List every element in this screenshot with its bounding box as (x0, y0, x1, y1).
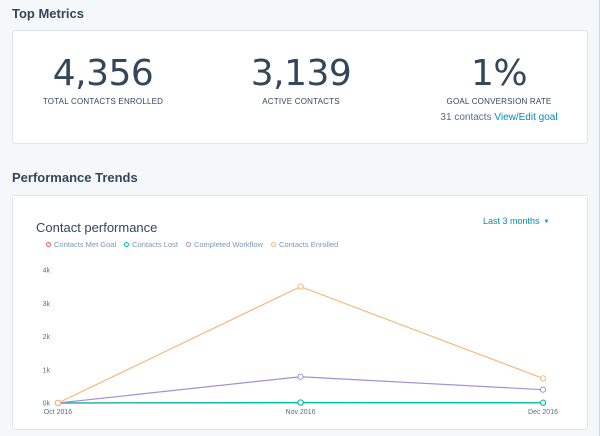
y-tick-label: 2k (43, 334, 51, 341)
view-edit-goal-link[interactable]: View/Edit goal (494, 112, 558, 123)
legend-marker-icon (46, 242, 51, 247)
metric-goal-conversion: 1% GOAL CONVERSION RATE 31 contacts View… (409, 31, 589, 145)
date-range-dropdown[interactable]: Last 3 months ▼ (483, 216, 549, 226)
series-line-completed-workflow (57, 376, 544, 404)
metric-label: GOAL CONVERSION RATE (446, 97, 552, 106)
legend-item-met-goal[interactable]: Contacts Met Goal (46, 240, 116, 249)
metric-active-contacts: 3,139 ACTIVE CONTACTS (211, 31, 391, 145)
legend-item-enrolled[interactable]: Contacts Enrolled (271, 240, 338, 249)
legend-label: Contacts Enrolled (279, 240, 339, 249)
caret-down-icon: ▼ (543, 218, 550, 225)
metric-value: 3,139 (250, 53, 352, 94)
data-point-contacts-enrolled (297, 283, 304, 290)
performance-trends-heading: Performance Trends (12, 170, 138, 185)
metric-label: TOTAL CONTACTS ENROLLED (42, 97, 164, 106)
x-tick-label: Nov 2016 (286, 409, 316, 416)
chart-title: Contact performance (36, 220, 158, 235)
legend-marker-icon (271, 242, 277, 247)
y-tick-label: 4k (43, 268, 51, 275)
data-point-contacts-enrolled (54, 399, 62, 407)
data-point-contacts-lost (539, 399, 547, 406)
performance-card (12, 195, 588, 430)
legend-item-lost[interactable]: Contacts Lost (124, 240, 178, 249)
data-point-completed-workflow (539, 386, 547, 393)
legend-item-completed[interactable]: Completed Workflow (185, 240, 264, 249)
metric-label: ACTIVE CONTACTS (262, 97, 340, 106)
y-tick-label: 3k (43, 301, 51, 308)
y-tick-label: 0k (43, 401, 51, 408)
metric-value: 4,356 (52, 53, 154, 94)
data-point-contacts-lost (297, 399, 304, 406)
goal-contacts-count: 31 contacts (440, 112, 492, 123)
date-range-label: Last 3 months (483, 216, 540, 226)
x-tick-label: Oct 2016 (44, 409, 73, 416)
goal-contacts-line: 31 contacts View/Edit goal (409, 112, 589, 123)
legend-marker-icon (124, 242, 130, 247)
chart-legend: Contacts Met Goal Contacts Lost Complete… (46, 240, 338, 249)
x-tick-label: Dec 2016 (528, 409, 558, 416)
legend-label: Completed Workflow (193, 240, 264, 249)
data-point-completed-workflow (297, 373, 304, 380)
legend-marker-icon (185, 242, 191, 247)
metric-total-enrolled: 4,356 TOTAL CONTACTS ENROLLED (13, 31, 193, 145)
metric-value: 1% (470, 53, 528, 94)
top-metrics-card: 4,356 TOTAL CONTACTS ENROLLED 3,139 ACTI… (12, 30, 588, 144)
y-tick-label: 1k (43, 367, 51, 374)
legend-label: Contacts Lost (132, 240, 178, 249)
top-metrics-heading: Top Metrics (12, 6, 84, 21)
legend-label: Contacts Met Goal (54, 240, 117, 249)
data-point-contacts-enrolled (539, 375, 547, 382)
